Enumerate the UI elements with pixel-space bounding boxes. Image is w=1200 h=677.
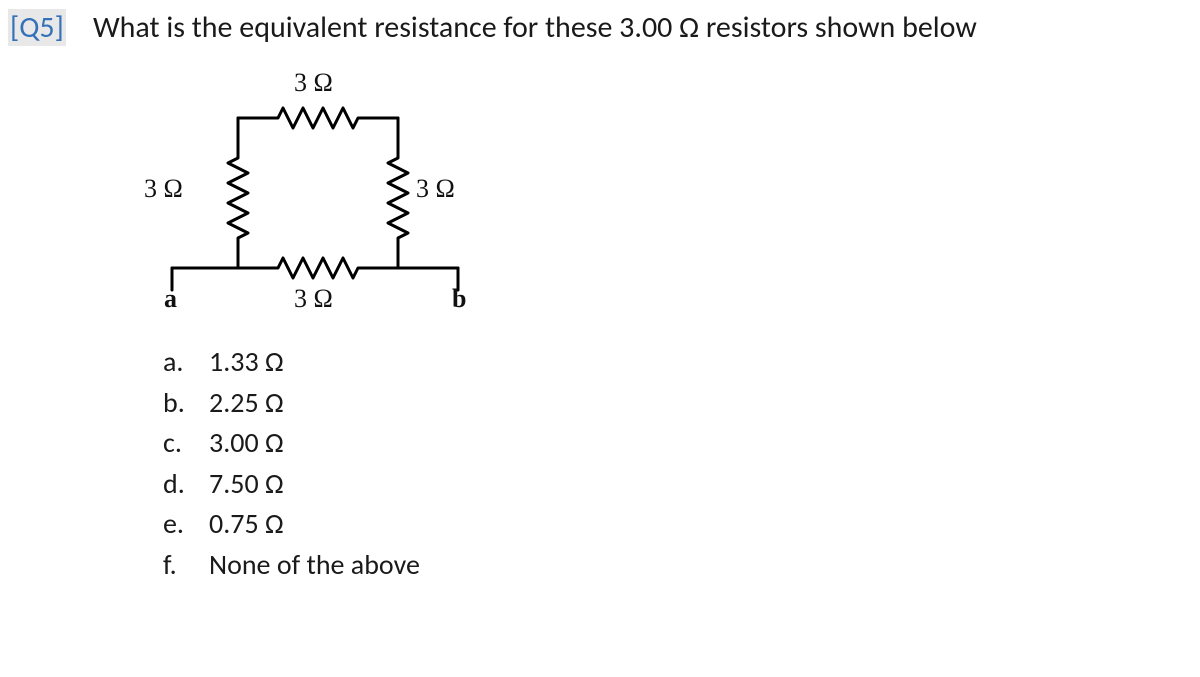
answer-text: 2.25 Ω [209, 383, 284, 424]
answer-letter: e. [163, 504, 209, 545]
page-root: [Q5] What is the equivalent resistance f… [0, 0, 1200, 677]
answer-letter: d. [163, 464, 209, 505]
answer-letter: c. [163, 423, 209, 464]
answer-letter: f. [163, 545, 209, 586]
resistor-label-top: 3 Ω [294, 68, 333, 98]
answer-list: a. 1.33 Ω b. 2.25 Ω c. 3.00 Ω d. 7.50 Ω … [163, 342, 1192, 586]
question-text: What is the equivalent resistance for th… [93, 9, 977, 46]
answer-option: f. None of the above [163, 545, 1192, 586]
answer-option: a. 1.33 Ω [163, 342, 1192, 383]
resistor-label-left: 3 Ω [144, 174, 183, 204]
resistor-label-right: 3 Ω [416, 174, 455, 204]
answer-text: 0.75 Ω [209, 504, 284, 545]
terminal-a-label: a [164, 284, 177, 314]
answer-option: c. 3.00 Ω [163, 423, 1192, 464]
answer-text: 7.50 Ω [209, 464, 284, 505]
terminal-b-label: b [452, 284, 466, 314]
answer-text: 1.33 Ω [209, 342, 284, 383]
answer-letter: b. [163, 383, 209, 424]
answer-letter: a. [163, 342, 209, 383]
circuit-diagram: 3 Ω 3 Ω 3 Ω 3 Ω a b [138, 68, 498, 328]
answer-option: e. 0.75 Ω [163, 504, 1192, 545]
answer-text: None of the above [209, 545, 420, 586]
answer-option: d. 7.50 Ω [163, 464, 1192, 505]
question-line: [Q5] What is the equivalent resistance f… [8, 10, 1192, 46]
answer-option: b. 2.25 Ω [163, 383, 1192, 424]
answer-text: 3.00 Ω [209, 423, 284, 464]
question-tag: [Q5] [8, 9, 66, 46]
resistor-label-bottom: 3 Ω [294, 284, 333, 314]
